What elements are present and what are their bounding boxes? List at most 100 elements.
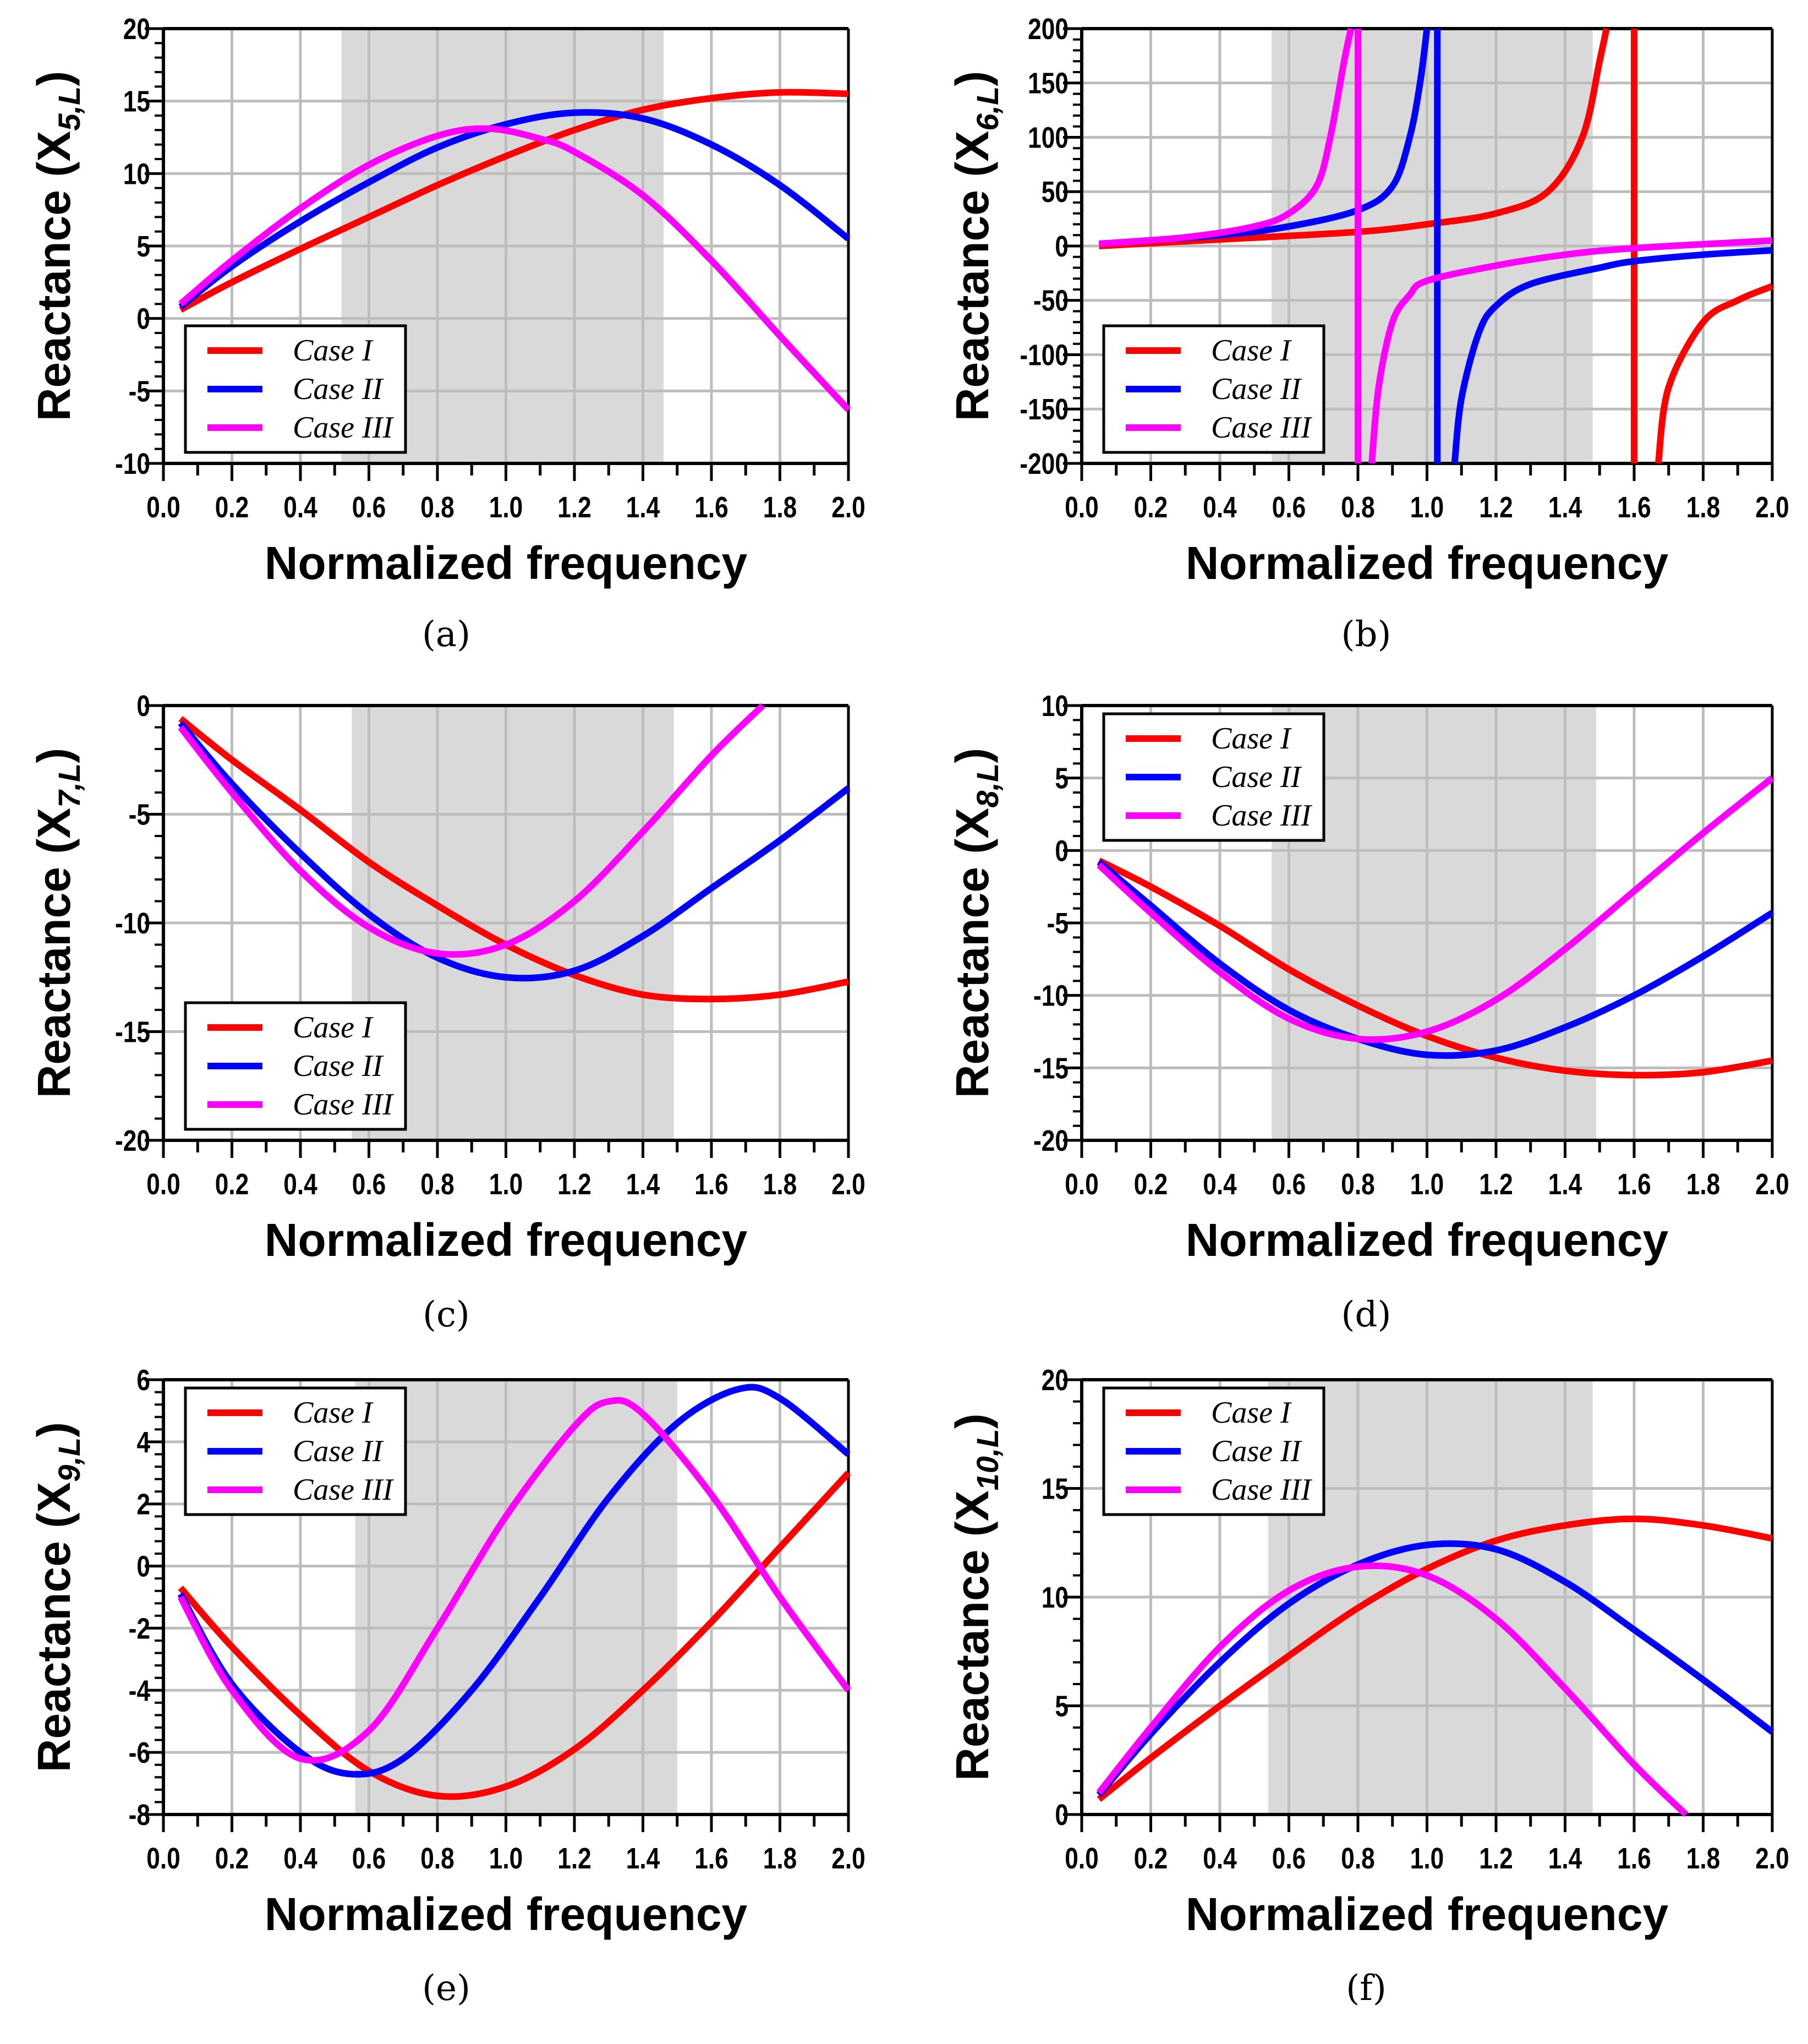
x-tick-label: 0.4 (1203, 1842, 1237, 1875)
y-tick-label: 5 (136, 230, 150, 263)
x-tick-label: 1.2 (1479, 491, 1513, 524)
y-tick-label: 0 (1055, 834, 1069, 867)
x-tick-label: 1.4 (626, 491, 660, 524)
chart-panel-e: 0.0 0.2 0.4 0.6 0.8 1.0 1.2 1.4 1.6 1.8 2.0 -8 -6 -4 -… (28, 1364, 865, 2009)
x-tick-label: 1.0 (489, 1842, 523, 1875)
x-tick-label: 0.2 (1134, 491, 1168, 524)
legend: Case I Case II Case III (184, 324, 407, 454)
legend-label: Case II (1211, 372, 1302, 406)
x-tick-label: 0.2 (215, 491, 249, 524)
x-tick-label: 1.8 (1686, 1168, 1721, 1201)
x-tick-label: 0.0 (146, 1842, 180, 1875)
x-tick-label: 0.4 (283, 491, 317, 524)
y-tick-label: -6 (129, 1736, 150, 1769)
x-tick-label: 0.2 (215, 1168, 249, 1201)
x-tick-label: 1.8 (763, 1842, 797, 1875)
x-tick-label: 2.0 (831, 1842, 865, 1875)
legend-label: Case I (1211, 334, 1292, 368)
legend-label: Case II (293, 1049, 384, 1083)
y-tick-label: 15 (123, 85, 150, 118)
legend-label: Case I (1211, 722, 1292, 756)
x-tick-label: 1.8 (763, 491, 797, 524)
legend: Case I Case II Case III (184, 1386, 407, 1516)
x-tick-label: 1.6 (1617, 491, 1651, 524)
legend-label: Case I (1211, 1396, 1292, 1430)
series-line-case-iii (177, 1397, 851, 1764)
chart-panel-c: 0.0 0.2 0.4 0.6 0.8 1.0 1.2 1.4 1.6 1.8 2.0 -20 -15 -… (28, 690, 865, 1335)
series-line-case-ii (1097, 859, 1774, 1059)
legend-label: Case III (293, 1473, 394, 1507)
y-tick-label: 100 (1028, 121, 1069, 154)
series-line-case-i (1097, 1515, 1773, 1802)
legend-label: Case III (293, 411, 394, 445)
y-tick-label: -100 (1020, 338, 1069, 371)
x-tick-label: 1.8 (763, 1168, 797, 1201)
x-tick-label: 0.8 (420, 491, 454, 524)
y-tick-label: 15 (1042, 1472, 1069, 1505)
y-tick-label: -50 (1033, 285, 1069, 318)
series-line-case-i (1654, 283, 1774, 464)
x-tick-label: 1.0 (1410, 1842, 1444, 1875)
x-tick-label: 2.0 (831, 491, 865, 524)
y-tick-label: 6 (136, 1364, 150, 1397)
y-axis-title: Reactance (X7,L) (28, 748, 86, 1098)
y-tick-label: -15 (115, 1015, 150, 1048)
series-line-case-i (179, 89, 849, 313)
x-tick-label: 0.6 (1272, 1842, 1306, 1875)
y-tick-label: 0 (136, 303, 150, 336)
x-axis-title: Normalized frequency (1186, 1888, 1669, 1940)
y-tick-label: 10 (1042, 690, 1069, 723)
series-line-case-i (1097, 857, 1773, 1079)
y-axis-title: Reactance (X8,L) (946, 748, 1005, 1098)
panel-caption: (e) (422, 1968, 470, 2009)
x-tick-label: 1.0 (489, 1168, 523, 1201)
x-tick-label: 0.0 (1065, 1168, 1099, 1201)
x-tick-label: 0.6 (352, 491, 386, 524)
y-tick-label: -8 (129, 1799, 150, 1832)
x-tick-label: 1.2 (557, 1168, 591, 1201)
x-tick-label: 2.0 (1755, 1168, 1789, 1201)
x-tick-label: 0.8 (1341, 491, 1375, 524)
x-tick-label: 1.6 (1617, 1168, 1651, 1201)
y-tick-label: 20 (1042, 1364, 1069, 1397)
x-tick-label: 1.6 (694, 491, 728, 524)
y-tick-label: -10 (115, 447, 150, 480)
y-tick-label: -20 (1033, 1124, 1069, 1157)
x-axis-title: Normalized frequency (265, 1214, 748, 1266)
series-line-case-iii (1098, 28, 1355, 248)
y-tick-label: 0 (136, 690, 150, 723)
y-tick-label: -10 (115, 907, 150, 940)
y-axis-title: Reactance (X10,L) (946, 1413, 1005, 1781)
legend: Case I Case II Case III (1102, 712, 1325, 842)
panel-caption: (b) (1341, 614, 1391, 655)
y-tick-label: -2 (129, 1612, 150, 1645)
y-tick-label: -5 (129, 798, 150, 831)
legend-label: Case III (293, 1087, 394, 1122)
x-tick-label: 1.6 (694, 1168, 728, 1201)
y-tick-label: -4 (129, 1674, 151, 1707)
x-tick-label: 1.0 (489, 491, 523, 524)
x-tick-label: 2.0 (1755, 491, 1789, 524)
x-tick-label: 1.4 (1548, 1842, 1582, 1875)
x-tick-label: 1.4 (626, 1168, 660, 1201)
x-tick-label: 1.8 (1686, 491, 1721, 524)
legend-label: Case II (293, 372, 384, 406)
series-line-case-ii (1451, 247, 1773, 464)
legend-label: Case I (293, 1010, 374, 1045)
x-tick-label: 2.0 (831, 1168, 865, 1201)
y-tick-label: 5 (1055, 1690, 1069, 1723)
x-tick-label: 0.6 (352, 1842, 386, 1875)
legend: Case I Case II Case III (184, 1001, 407, 1131)
x-axis-title: Normalized frequency (1186, 537, 1669, 589)
x-tick-label: 1.4 (1548, 1168, 1582, 1201)
y-tick-label: 2 (136, 1488, 150, 1521)
x-tick-label: 1.0 (1410, 1168, 1444, 1201)
x-tick-label: 0.8 (1341, 1842, 1375, 1875)
x-axis-title: Normalized frequency (265, 537, 748, 589)
series-line-case-i (178, 1471, 851, 1800)
y-tick-label: -5 (129, 375, 150, 408)
panel-caption: (d) (1341, 1294, 1391, 1335)
legend-label: Case II (1211, 760, 1302, 794)
x-tick-label: 1.8 (1686, 1842, 1721, 1875)
